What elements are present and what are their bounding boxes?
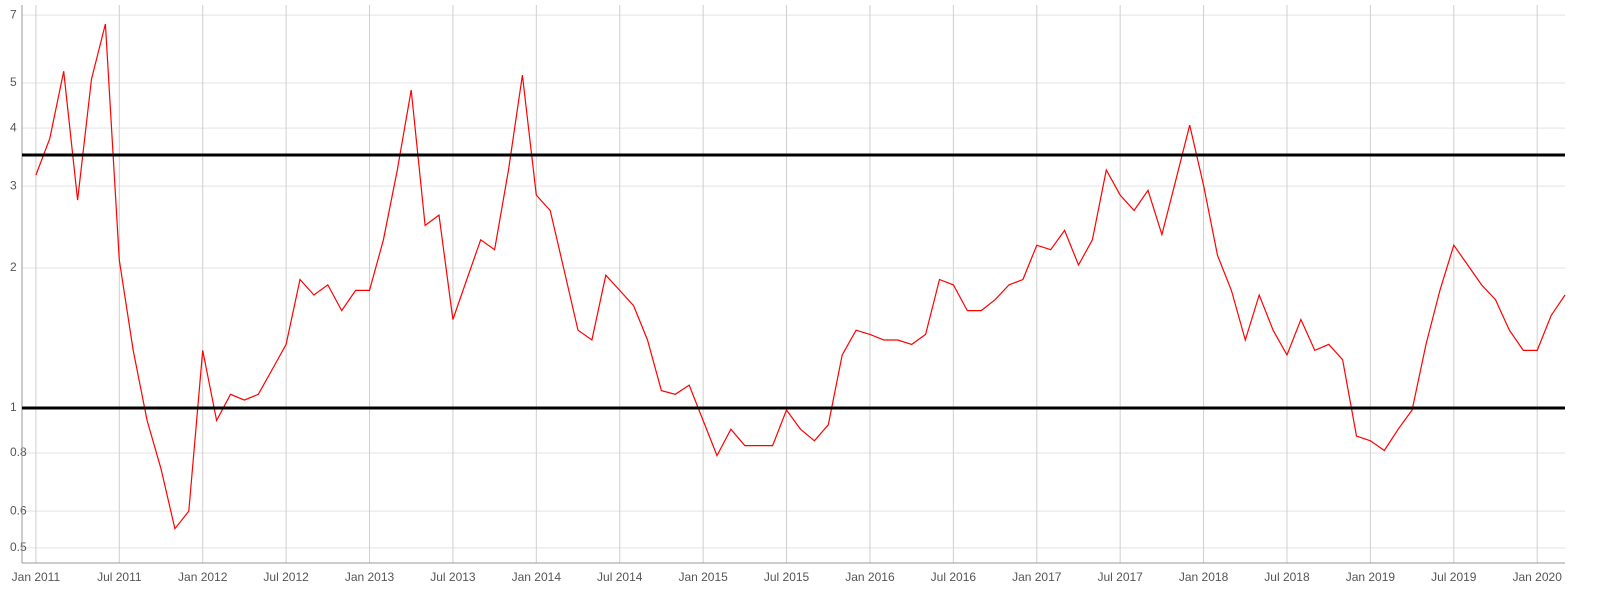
- x-tick-label: Jan 2015: [678, 570, 728, 584]
- x-tick-label: Jul 2016: [931, 570, 977, 584]
- x-tick-label: Jan 2016: [845, 570, 895, 584]
- y-tick-label: 0.8: [10, 445, 27, 459]
- data-line: [35, 23, 1566, 531]
- x-tick-label: Jul 2019: [1431, 570, 1477, 584]
- y-tick-label: 5: [10, 75, 17, 89]
- x-tick-label: Jul 2018: [1264, 570, 1310, 584]
- x-tick-label: Jan 2014: [512, 570, 562, 584]
- y-tick-label: 0.5: [10, 540, 27, 554]
- x-tick-label: Jul 2012: [263, 570, 309, 584]
- y-tick-label: 7: [10, 7, 17, 21]
- x-tick-label: Jul 2017: [1097, 570, 1143, 584]
- x-tick-label: Jul 2013: [430, 570, 476, 584]
- x-tick-label: Jul 2015: [764, 570, 810, 584]
- x-tick-label: Jan 2011: [12, 570, 61, 584]
- y-tick-label: 2: [10, 260, 17, 274]
- x-tick-label: Jan 2012: [178, 570, 228, 584]
- x-tick-label: Jul 2014: [597, 570, 643, 584]
- x-tick-label: Jan 2019: [1346, 570, 1396, 584]
- x-tick-label: Jan 2013: [345, 570, 395, 584]
- y-tick-label: 4: [10, 120, 17, 134]
- x-tick-label: Jan 2020: [1513, 570, 1563, 584]
- x-tick-label: Jul 2011: [97, 570, 142, 584]
- y-tick-label: 0.6: [10, 503, 27, 517]
- x-tick-label: Jan 2018: [1179, 570, 1229, 584]
- y-tick-label: 1: [10, 400, 17, 414]
- x-tick-label: Jan 2017: [1012, 570, 1062, 584]
- y-tick-label: 3: [10, 178, 17, 192]
